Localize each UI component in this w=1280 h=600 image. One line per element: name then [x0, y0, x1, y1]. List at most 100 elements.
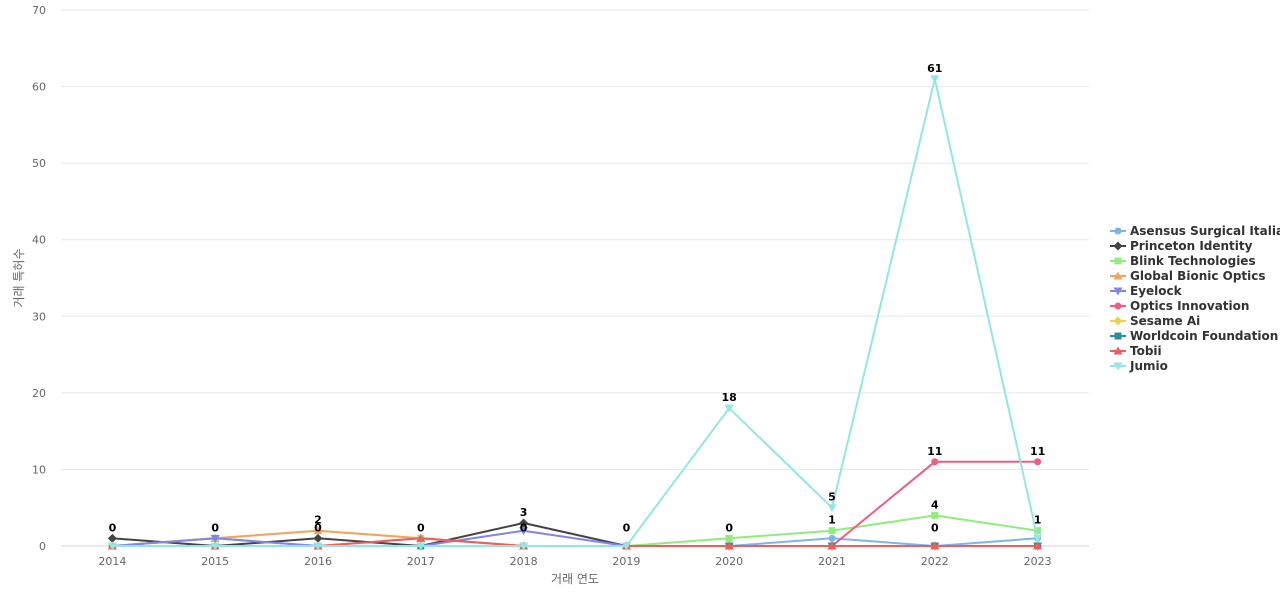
y-tick-label: 70	[32, 4, 46, 17]
legend-label: Tobii	[1130, 344, 1162, 358]
series-eyelock	[107, 527, 1043, 551]
data-label: 61	[927, 62, 942, 75]
y-tick-label: 50	[32, 157, 46, 170]
legend-marker	[1114, 332, 1122, 340]
legend-label: Global Bionic Optics	[1130, 269, 1266, 283]
data-point-jumio	[930, 75, 940, 84]
data-point-blink-technologies	[828, 527, 836, 535]
data-point-princeton-identity	[519, 518, 529, 528]
data-label: 1	[828, 514, 836, 527]
data-label: 18	[722, 391, 737, 404]
data-point-eyelock	[519, 527, 529, 536]
series-line-jumio	[112, 77, 1039, 547]
data-point-global-bionic-optics	[313, 526, 323, 535]
legend-marker	[1113, 287, 1123, 296]
y-tick-label: 40	[32, 234, 46, 247]
data-point-jumio	[313, 542, 323, 551]
legend-item-jumio[interactable]: Jumio	[1110, 359, 1168, 373]
data-point-tobii	[827, 541, 837, 550]
legend-item-worldcoin-foundation[interactable]: Worldcoin Foundation	[1110, 329, 1278, 343]
x-axis-title: 거래 연도	[551, 572, 599, 586]
legend-marker	[1114, 257, 1122, 265]
legend-label: Eyelock	[1130, 284, 1183, 298]
series-line-asensus-surgical-italia	[112, 537, 1038, 547]
y-axis-ticks: 0 10 20 30 40 50 60 70	[32, 4, 46, 553]
legend-marker	[1113, 271, 1123, 280]
data-point-blink-technologies	[1034, 527, 1042, 535]
y-tick-label: 20	[32, 387, 46, 400]
legend-item-tobii[interactable]: Tobii	[1110, 344, 1162, 358]
data-point-optics-innovation	[1034, 458, 1042, 466]
legend-item-asensus-surgical-italia[interactable]: Asensus Surgical Italia	[1110, 224, 1280, 238]
data-point-jumio	[210, 542, 220, 551]
data-point-jumio	[827, 504, 837, 513]
y-axis-title: 거래 특허수	[12, 248, 26, 307]
data-label: 11	[927, 445, 942, 458]
series-line-optics-innovation	[112, 460, 1038, 547]
data-point-eyelock	[210, 534, 220, 543]
series-line-tobii	[112, 537, 1038, 547]
x-axis-ticks: 2014 2015 2016 2017 2018 2019 2020 2021 2022 2023	[98, 555, 1051, 568]
legend-item-princeton-identity[interactable]: Princeton Identity	[1110, 239, 1253, 253]
data-label: 4	[931, 498, 939, 511]
x-tick-label: 2020	[715, 555, 743, 568]
data-point-jumio	[519, 542, 529, 551]
series-group	[107, 75, 1043, 551]
data-point-tobii	[1033, 541, 1043, 550]
series-jumio	[107, 75, 1043, 551]
legend-marker	[1113, 362, 1123, 371]
legend-item-sesame-ai[interactable]: Sesame Ai	[1110, 314, 1200, 328]
data-point-princeton-identity	[107, 533, 117, 543]
data-point-blink-technologies	[931, 511, 939, 519]
data-point-jumio	[107, 542, 117, 551]
data-point-tobii	[724, 541, 734, 550]
data-label: 2	[314, 514, 322, 527]
data-label: 11	[1030, 445, 1045, 458]
legend-marker	[1113, 241, 1123, 251]
data-point-jumio	[416, 542, 426, 551]
legend-marker	[1113, 346, 1123, 355]
legend-label: Sesame Ai	[1130, 314, 1200, 328]
data-point-jumio	[621, 542, 631, 551]
legend-item-blink-technologies[interactable]: Blink Technologies	[1110, 254, 1256, 268]
legend-label: Jumio	[1129, 359, 1168, 373]
data-point-jumio	[724, 404, 734, 413]
data-label: 0	[417, 521, 425, 534]
legend-marker	[1114, 227, 1122, 235]
x-tick-label: 2022	[921, 555, 949, 568]
x-tick-label: 2014	[98, 555, 126, 568]
data-point-tobii	[930, 541, 940, 550]
legend-marker	[1114, 302, 1122, 310]
y-tick-label: 0	[39, 540, 46, 553]
data-label: 0	[314, 521, 322, 534]
grid-lines	[61, 9, 1089, 470]
data-label: 3	[520, 506, 528, 519]
legend-marker	[1113, 316, 1123, 326]
data-label: 1	[1034, 514, 1042, 527]
y-tick-label: 30	[32, 310, 46, 323]
series-asensus-surgical-italia	[108, 534, 1042, 550]
data-label: 0	[109, 521, 117, 534]
legend-item-eyelock[interactable]: Eyelock	[1110, 284, 1183, 298]
x-tick-label: 2019	[612, 555, 640, 568]
y-tick-label: 10	[32, 463, 46, 476]
legend-item-optics-innovation[interactable]: Optics Innovation	[1110, 299, 1249, 313]
data-point-jumio	[1033, 534, 1043, 543]
data-point-blink-technologies	[725, 534, 733, 542]
data-label: 0	[211, 521, 219, 534]
legend-label: Asensus Surgical Italia	[1130, 224, 1280, 238]
y-tick-label: 60	[32, 81, 46, 94]
data-label: 0	[520, 521, 528, 534]
x-tick-label: 2017	[407, 555, 435, 568]
legend-label: Princeton Identity	[1130, 239, 1253, 253]
data-point-princeton-identity	[313, 533, 323, 543]
legend-item-global-bionic-optics[interactable]: Global Bionic Optics	[1110, 269, 1266, 283]
data-label: 0	[623, 521, 631, 534]
data-point-asensus-surgical-italia	[828, 534, 836, 542]
x-tick-label: 2016	[304, 555, 332, 568]
legend-label: Worldcoin Foundation	[1130, 329, 1278, 343]
legend-label: Optics Innovation	[1130, 299, 1249, 313]
